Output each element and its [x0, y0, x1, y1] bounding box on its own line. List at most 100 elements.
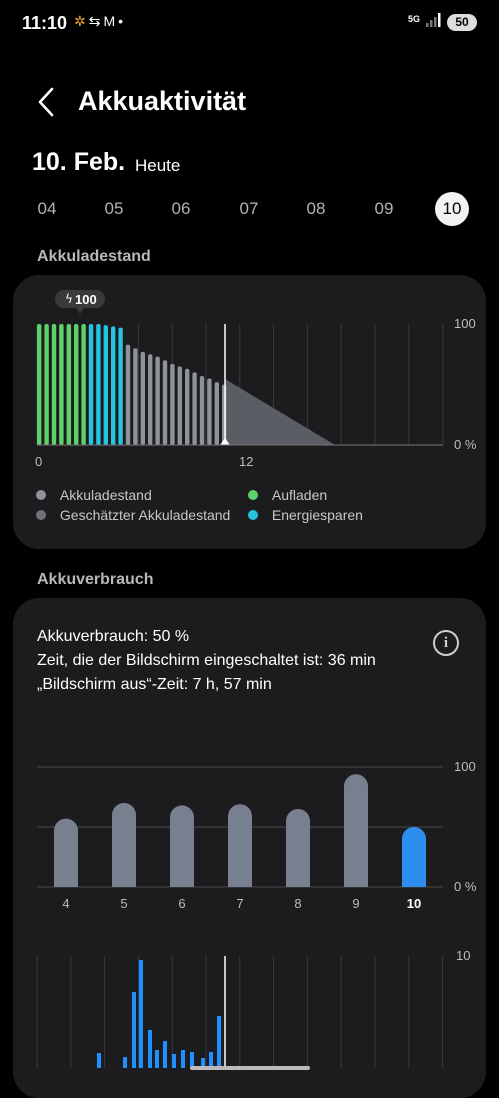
battery-level-bar — [177, 366, 182, 445]
hourly-bar — [155, 1050, 159, 1068]
battery-level-bar — [162, 360, 168, 445]
day-05[interactable]: 05 — [104, 199, 124, 218]
battery-level-bar — [125, 344, 131, 445]
info-icon[interactable]: i — [433, 630, 459, 656]
battery-level-bar — [103, 325, 108, 445]
battery-level-bar — [51, 324, 57, 445]
legend-item-charging: Aufladen — [248, 487, 327, 503]
legend-item-estimated: Geschätzter Akkuladestand — [36, 507, 230, 523]
usage-bar-6 — [170, 805, 194, 887]
usage-x-label: 4 — [62, 896, 69, 911]
legend-item-power-saving: Energiesparen — [248, 507, 363, 523]
hourly-bar — [139, 960, 143, 1068]
day-08[interactable]: 08 — [306, 199, 326, 218]
transfer-icon: ⇆ — [88, 13, 104, 29]
legend-dot — [248, 510, 258, 520]
usage-y-min: 0 % — [454, 879, 477, 894]
legend-dot — [248, 490, 258, 500]
legend-item-level: Akkuladestand — [36, 487, 152, 503]
usage-x-label: 6 — [178, 896, 185, 911]
home-indicator[interactable] — [190, 1066, 310, 1070]
hourly-bar — [172, 1054, 176, 1068]
battery-level-bar — [185, 368, 190, 445]
usage-bar-5 — [112, 803, 136, 887]
battery-indicator: 50 — [447, 14, 477, 31]
gmail-icon: M — [103, 13, 119, 29]
day-06[interactable]: 06 — [171, 199, 191, 218]
y-min-label: 0 % — [454, 437, 477, 452]
battery-level-bar — [74, 324, 79, 445]
battery-level-bar — [140, 351, 145, 445]
battery-level-bar — [118, 327, 123, 445]
battery-level-heading: Akkuladestand — [37, 248, 151, 265]
usage-bar-4 — [54, 818, 78, 887]
battery-level-bar — [133, 348, 138, 445]
signal-icon — [426, 13, 441, 27]
back-arrow-icon[interactable] — [34, 86, 58, 118]
usage-x-label: 10 — [407, 896, 421, 911]
notification-icons: ✲⇆M• — [74, 13, 126, 30]
day-07[interactable]: 07 — [239, 199, 259, 218]
usage-bar-7 — [228, 804, 252, 887]
battery-usage-chart: 100 0 % 10 4 5 6 7 8 9 10 — [36, 759, 477, 1068]
hourly-bar — [132, 992, 136, 1068]
usage-x-label: 7 — [236, 896, 243, 911]
legend-label: Geschätzter Akkuladestand — [59, 507, 231, 523]
usage-y-max: 100 — [454, 759, 476, 774]
battery-level-bar — [207, 378, 212, 445]
hourly-bar — [148, 1030, 152, 1068]
status-bar: 11:10 ✲⇆M• 5G 50 — [0, 0, 499, 44]
usage-bar-8 — [286, 809, 310, 887]
charge-badge — [55, 290, 105, 308]
day-09[interactable]: 09 — [374, 199, 394, 218]
day-10-selected[interactable]: 10 — [435, 192, 469, 226]
now-marker-triangle — [220, 438, 230, 445]
legend-dot — [36, 510, 46, 520]
battery-level-bar — [199, 376, 205, 445]
lightning-icon: ϟ — [65, 292, 73, 306]
usage-bar-10 — [402, 827, 426, 887]
battery-level-bar — [170, 363, 175, 445]
legend-label: Energiesparen — [271, 507, 363, 523]
hourly-bar — [190, 1052, 194, 1068]
x-label-12: 12 — [239, 454, 253, 469]
x-label-0: 0 — [35, 454, 42, 469]
hourly-y-max: 10 — [456, 948, 470, 963]
battery-level-bar — [44, 324, 49, 445]
screen-on-time: Zeit, die der Bildschirm eingeschaltet i… — [37, 652, 376, 669]
legend-label: Akkuladestand — [59, 487, 152, 503]
day-04[interactable]: 04 — [37, 199, 57, 218]
more-notifications-icon: • — [118, 13, 127, 29]
screen-off-time: „Bildschirm aus“-Zeit: 7 h, 57 min — [37, 676, 272, 693]
hourly-bar — [209, 1052, 213, 1068]
charge-badge-value: 100 — [75, 292, 97, 307]
date-label: 10. Feb. — [32, 148, 126, 176]
battery-level-bar — [155, 356, 160, 445]
battery-level-bar — [66, 324, 71, 445]
legend-label: Aufladen — [271, 487, 328, 503]
gear-notification-icon: ✲ — [74, 13, 89, 29]
hourly-bar — [201, 1058, 205, 1068]
usage-bar-9 — [344, 774, 368, 887]
hourly-bar — [123, 1057, 127, 1068]
battery-level-bar — [192, 372, 197, 445]
network-type: 5G — [408, 14, 421, 24]
hourly-bar — [217, 1016, 221, 1068]
battery-level-bar — [148, 354, 153, 445]
legend-dot — [36, 490, 46, 500]
hourly-bar — [97, 1053, 101, 1068]
hourly-bar — [163, 1041, 167, 1068]
usage-x-label: 9 — [352, 896, 359, 911]
battery-level-chart: ϟ 100 100 0 % 0 12 — [35, 290, 477, 469]
battery-level-bar — [59, 324, 64, 445]
usage-x-label: 8 — [294, 896, 301, 911]
status-time: 11:10 — [22, 13, 68, 33]
battery-level-bar — [96, 324, 101, 445]
page-title: Akkuaktivität — [78, 86, 247, 116]
hourly-bar — [181, 1050, 185, 1068]
badge-pointer — [76, 308, 84, 314]
battery-level-bar — [111, 326, 116, 445]
battery-usage-heading: Akkuverbrauch — [37, 571, 154, 588]
battery-level-bar — [214, 382, 219, 445]
y-max-label: 100 — [454, 316, 476, 331]
